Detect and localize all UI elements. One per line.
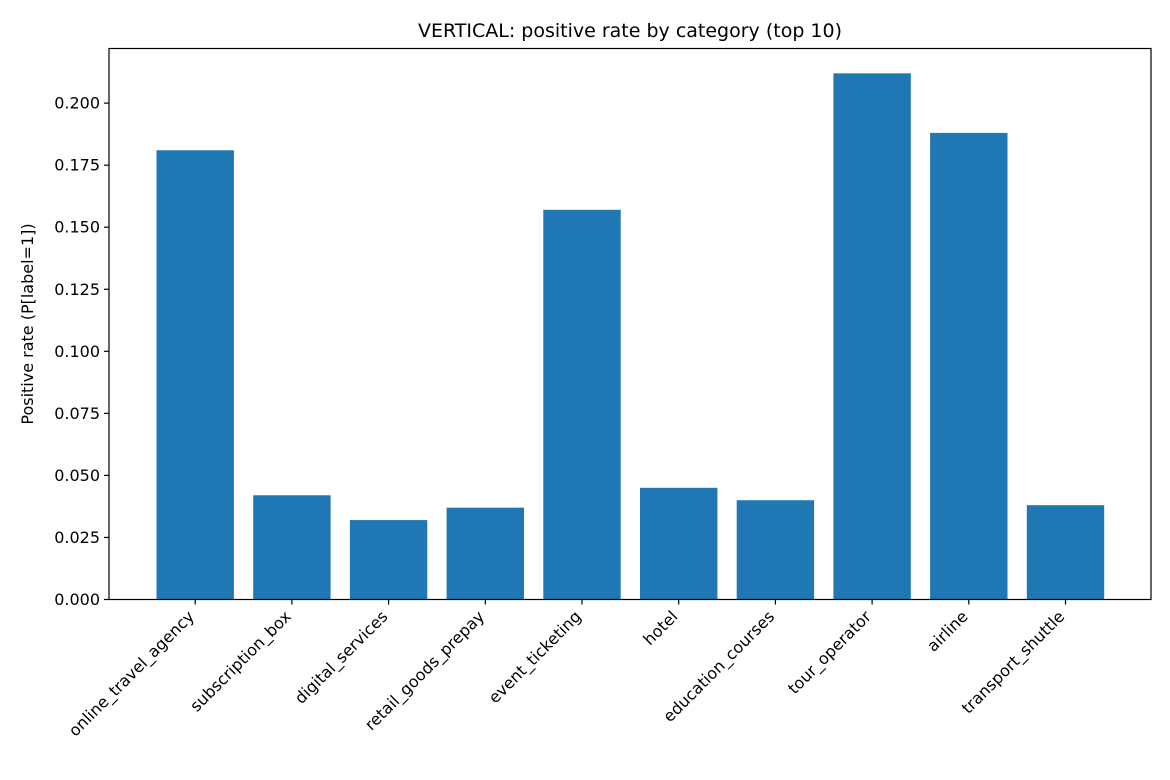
- y-tick-label: 0.025: [54, 528, 100, 547]
- x-tick-label: tour_operator: [784, 607, 876, 699]
- bar: [253, 495, 331, 600]
- x-tick-label: event_ticketing: [485, 607, 586, 708]
- y-tick-label: 0.125: [54, 280, 100, 299]
- y-tick-label: 0.150: [54, 218, 100, 237]
- bar: [640, 487, 718, 600]
- bar: [930, 132, 1008, 600]
- y-tick-label: 0.175: [54, 156, 100, 175]
- plot-frame: [108, 47, 1152, 601]
- bar: [349, 520, 428, 600]
- bar: [1026, 505, 1105, 600]
- x-tick-label: hotel: [639, 607, 681, 649]
- y-tick-label: 0.200: [54, 94, 100, 113]
- y-tick-label: 0.000: [54, 590, 100, 609]
- chart-title: VERTICAL: positive rate by category (top…: [418, 20, 842, 42]
- plot-area: 0.000 0.025 0.050 0.075 0.100 0.125 0.150 0.175…: [54, 73, 1105, 741]
- bar: [833, 73, 911, 600]
- x-tick-label: digital_services: [291, 607, 392, 708]
- y-tick-label: 0.050: [54, 466, 100, 485]
- x-tick-label: transport_shuttle: [958, 607, 1069, 718]
- x-tick-label: subscription_box: [186, 607, 295, 716]
- x-tick-label: online_travel_agency: [65, 607, 199, 741]
- y-tick-label: 0.075: [54, 404, 100, 423]
- bar: [156, 150, 234, 600]
- y-tick-label: 0.100: [54, 342, 100, 361]
- bar: [446, 507, 524, 600]
- bar: [543, 209, 621, 600]
- bar: [736, 500, 815, 600]
- x-tick-label: education_courses: [659, 607, 779, 727]
- y-axis-label: Positive rate (P[label=1]): [18, 223, 37, 424]
- x-tick-label: airline: [923, 607, 972, 656]
